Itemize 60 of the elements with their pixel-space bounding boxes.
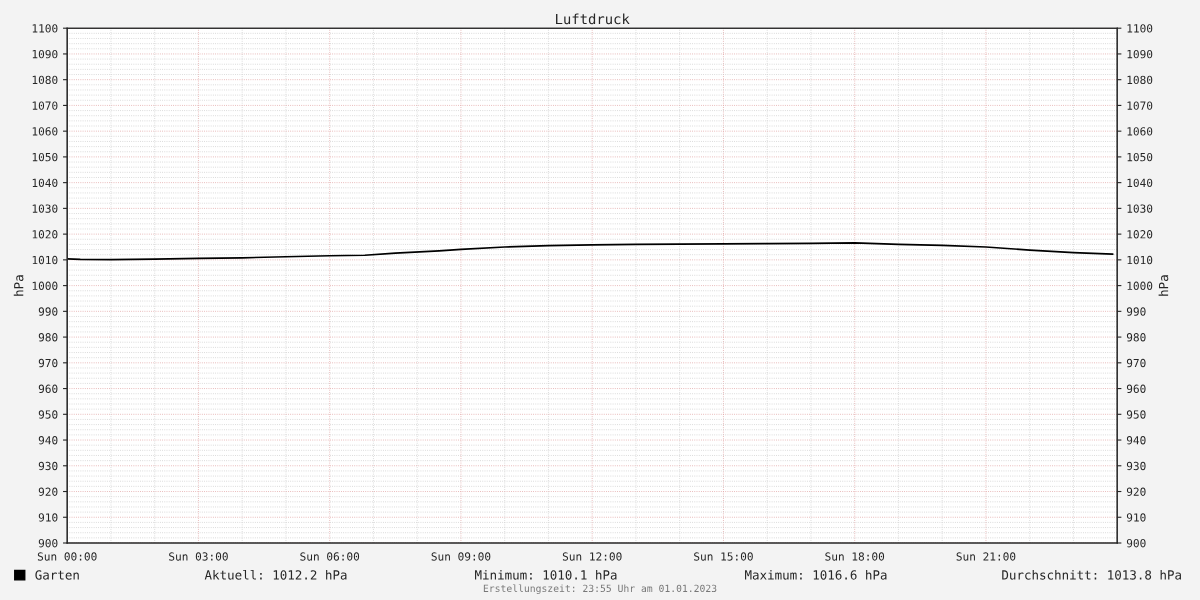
y-tick-label: 940 xyxy=(38,436,58,445)
y2-tick-label: 900 xyxy=(1126,539,1146,548)
y2-tick-label: 1080 xyxy=(1127,75,1153,85)
y2-tick-label: 1010 xyxy=(1127,255,1153,265)
y-tick-label: 980 xyxy=(38,333,58,342)
y2-tick-label: 1000 xyxy=(1127,281,1153,291)
y2-tick-label: 930 xyxy=(1126,461,1146,471)
y2-axis-title: hPa xyxy=(1158,275,1169,296)
y-tick-label: 1020 xyxy=(32,230,58,239)
y-tick-label: 1070 xyxy=(32,101,58,110)
y-tick-label: 900 xyxy=(38,539,58,548)
y-tick-label: 960 xyxy=(38,384,58,393)
y2-tick-label: 940 xyxy=(1126,436,1146,445)
text: Aktuell: 1012.2 hPa xyxy=(204,569,347,580)
y-tick-label: 1010 xyxy=(32,255,58,265)
y-tick-label: 1100 xyxy=(32,24,58,33)
x-tick-label: Sun 06:00 xyxy=(300,552,360,561)
y-tick-label: 1030 xyxy=(32,204,58,213)
legend-label: Garten xyxy=(35,570,79,580)
y2-tick-label: 1050 xyxy=(1127,152,1153,162)
y2-tick-label: 1020 xyxy=(1127,230,1153,239)
x-tick-label: Sun 12:00 xyxy=(562,552,622,561)
x-tick-label: Sun 09:00 xyxy=(431,552,491,561)
y-tick-label: 970 xyxy=(38,358,58,368)
y-axis-title: hPa xyxy=(13,275,24,296)
y2-tick-label: 960 xyxy=(1126,384,1146,393)
y-tick-label: 1000 xyxy=(32,281,58,291)
y2-tick-label: 1030 xyxy=(1127,204,1153,213)
x-tick-label: Sun 18:00 xyxy=(825,552,885,561)
y-tick-label: 990 xyxy=(38,307,58,316)
text: Erstellungszeit: 23:55 Uhr am 01.01.2023 xyxy=(483,584,717,594)
y2-tick-label: 1070 xyxy=(1127,101,1153,110)
y-tick-label: 1060 xyxy=(32,127,58,136)
y-tick-label: 910 xyxy=(38,513,58,522)
y2-tick-label: 920 xyxy=(1126,487,1146,496)
chart-title: Luftdruck xyxy=(556,13,630,25)
y2-tick-label: 1060 xyxy=(1127,127,1153,136)
line-series xyxy=(67,242,1114,261)
y-tick-label: 920 xyxy=(38,487,58,496)
y-tick-label: 1050 xyxy=(32,152,58,162)
y2-tick-label: 980 xyxy=(1126,333,1146,342)
y-tick-label: 1040 xyxy=(32,178,58,188)
y-tick-label: 930 xyxy=(38,461,58,471)
x-tick-label: Sun 15:00 xyxy=(694,552,753,561)
y2-tick-label: 1090 xyxy=(1127,49,1153,59)
text: Maximum: 1016.6 hPa xyxy=(745,569,887,580)
y2-tick-label: 950 xyxy=(1126,410,1146,419)
x-tick-label: Sun 21:00 xyxy=(956,552,1016,561)
y-tick-label: 950 xyxy=(38,410,58,419)
y2-tick-label: 1040 xyxy=(1127,178,1153,188)
y2-tick-label: 910 xyxy=(1126,513,1146,522)
y-tick-label: 1080 xyxy=(32,75,58,85)
text: Durchschnitt: 1013.8 hPa xyxy=(1002,569,1181,580)
y2-tick-label: 990 xyxy=(1126,307,1146,316)
y-tick-label: 1090 xyxy=(32,49,58,59)
y2-tick-label: 970 xyxy=(1126,358,1146,368)
x-tick-label: Sun 00:00 xyxy=(37,552,97,561)
y2-tick-label: 1100 xyxy=(1127,24,1153,33)
text: Minimum: 1010.1 hPa xyxy=(475,569,617,580)
x-tick-label: Sun 03:00 xyxy=(169,552,228,561)
